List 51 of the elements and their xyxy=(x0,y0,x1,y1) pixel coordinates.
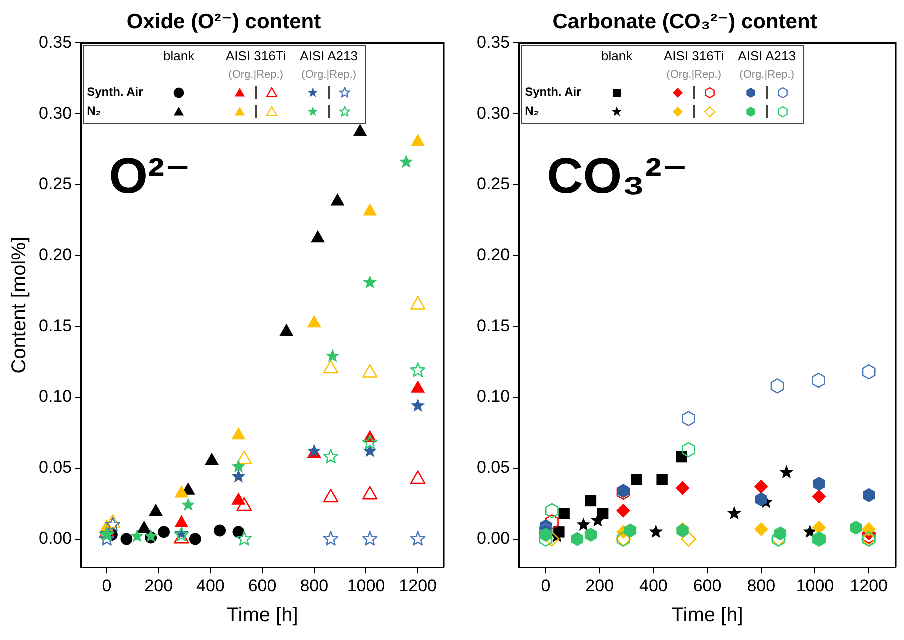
annotation: (Org.|Rep.) xyxy=(666,69,722,82)
annotation: N₂ xyxy=(87,104,102,118)
x-axis-title: Time [h] xyxy=(226,604,298,627)
x-tick-label: 600 xyxy=(693,576,722,596)
x-tick-label: 200 xyxy=(586,576,614,596)
y-tick-label: 0.15 xyxy=(476,316,510,336)
chart-title: Oxide (O²⁻) content xyxy=(126,10,322,34)
x-tick-label: 400 xyxy=(196,576,225,596)
y-tick-label: 0.05 xyxy=(38,458,72,478)
y-tick-label: 0.10 xyxy=(38,387,72,406)
chart-title: Carbonate (CO₃²⁻) content xyxy=(552,10,818,34)
y-tick-label: 0.25 xyxy=(476,174,510,194)
x-tick-label: 200 xyxy=(144,576,174,596)
annotation: N₂ xyxy=(525,104,540,118)
annotation: Synth. Air xyxy=(525,85,582,100)
x-tick-label: 600 xyxy=(248,576,277,596)
annotation: AISI A213 xyxy=(300,48,358,64)
annotation: blank xyxy=(602,48,633,64)
x-tick-label: 0 xyxy=(541,576,551,596)
annotation: AISI 316Ti xyxy=(664,48,724,64)
annotation: (Org.|Rep.) xyxy=(302,69,356,82)
y-tick-label: 0.05 xyxy=(476,458,510,478)
annotation: AISI 316Ti xyxy=(226,48,286,64)
x-tick-label: 1200 xyxy=(399,576,437,596)
y-tick-label: 0.20 xyxy=(38,245,72,264)
x-tick-label: 1200 xyxy=(850,576,888,596)
x-tick-label: 400 xyxy=(640,576,668,596)
y-tick-label: 0.30 xyxy=(38,104,72,123)
x-tick-label: 1000 xyxy=(347,576,386,596)
annotation: O²⁻ xyxy=(109,148,192,204)
x-tick-label: 0 xyxy=(102,576,112,596)
x-tick-label: 800 xyxy=(747,576,776,596)
x-axis-title: Time [h] xyxy=(672,604,744,627)
annotation: (Org.|Rep.) xyxy=(228,69,284,82)
y-tick-label: 0.30 xyxy=(476,104,510,123)
y-tick-label: 0.10 xyxy=(476,387,510,406)
y-tick-label: 0.20 xyxy=(476,245,510,264)
annotation: Synth. Air xyxy=(87,85,144,100)
y-axis-title: Content [mol%] xyxy=(8,237,31,374)
x-tick-label: 1000 xyxy=(796,576,834,596)
x-tick-label: 800 xyxy=(300,576,329,596)
y-tick-label: 0.00 xyxy=(476,528,510,548)
annotation: blank xyxy=(164,48,195,64)
annotation: AISI A213 xyxy=(738,48,796,64)
y-tick-label: 0.25 xyxy=(38,174,72,194)
y-tick-label: 0.15 xyxy=(38,316,72,336)
annotation: CO₃²⁻ xyxy=(547,148,688,204)
y-tick-label: 0.00 xyxy=(38,528,72,548)
annotation: (Org.|Rep.) xyxy=(740,69,794,82)
y-tick-label: 0.35 xyxy=(476,32,510,52)
y-tick-label: 0.35 xyxy=(38,32,72,52)
